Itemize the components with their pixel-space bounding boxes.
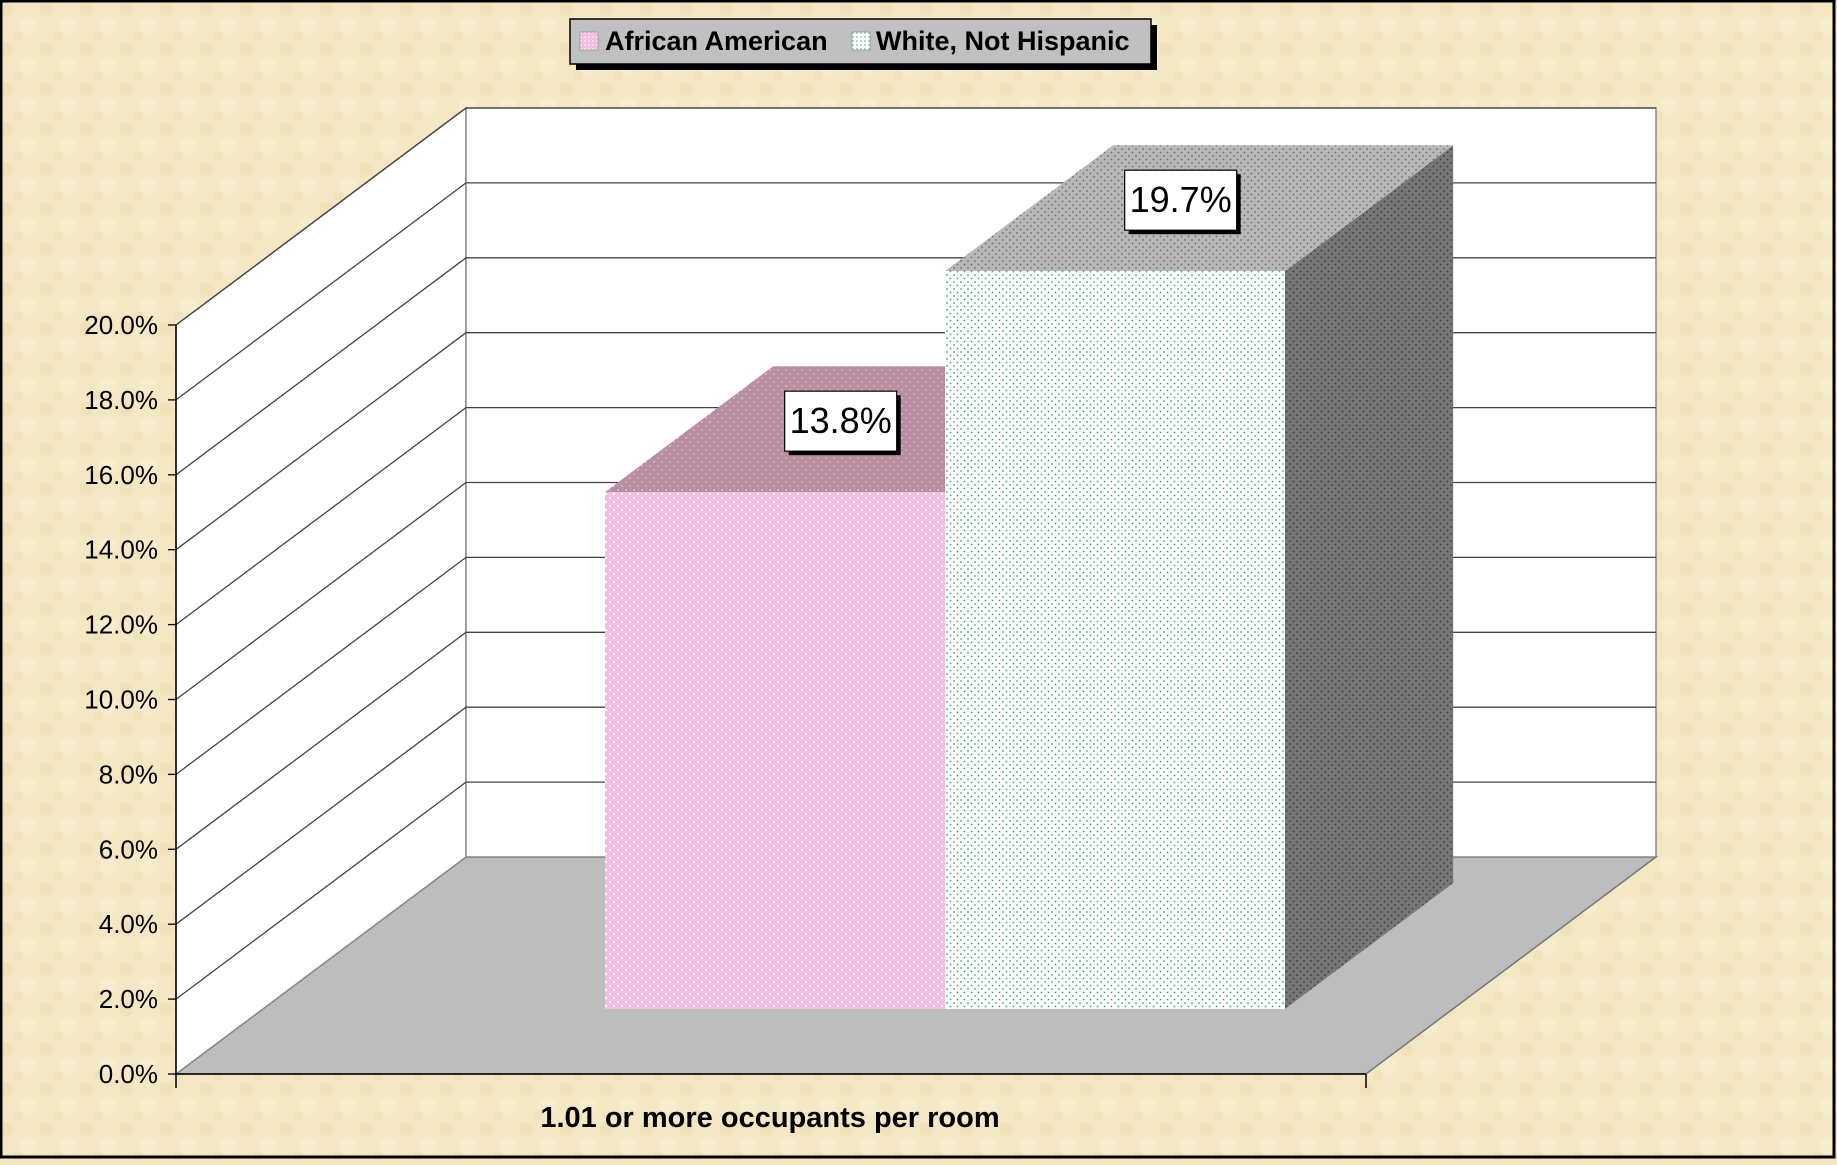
legend-swatch-white-not-hispanic <box>851 31 871 51</box>
legend-swatch-african-american <box>579 31 599 51</box>
data-label-box <box>1124 169 1238 231</box>
y-tick-label: 12.0% <box>84 610 158 640</box>
y-tick-label: 20.0% <box>84 310 158 340</box>
legend-label-white-not-hispanic: White, Not Hispanic <box>876 26 1130 56</box>
legend: African American White, Not Hispanic <box>569 18 1157 70</box>
bar-front-white-not-hispanic <box>945 271 1285 1009</box>
bars <box>605 145 1454 1009</box>
legend-label-african-american: African American <box>605 26 828 56</box>
y-tick-label: 2.0% <box>99 984 158 1014</box>
y-tick-label: 16.0% <box>84 460 158 490</box>
data-label-text: 19.7% <box>1130 179 1232 220</box>
data-label-text: 13.8% <box>790 400 892 441</box>
bar-front-african-american <box>605 492 945 1009</box>
y-tick-label: 4.0% <box>99 909 158 939</box>
y-tick-label: 18.0% <box>84 385 158 415</box>
data-labels: 13.8% 19.7% <box>784 169 1241 456</box>
y-tick-label: 10.0% <box>84 685 158 715</box>
y-tick-label: 8.0% <box>99 759 158 789</box>
data-label-box <box>784 390 898 452</box>
y-axis: 0.0% 2.0% 4.0% 6.0% 8.0% 10.0% 12.0% 14.0% 16.0%… <box>84 310 1367 1089</box>
data-label-african-american: 13.8% <box>784 390 901 456</box>
x-category-label: 1.01 or more occupants per room <box>540 1102 999 1134</box>
bar-side-white-not-hispanic <box>1285 145 1454 1009</box>
gridline <box>175 107 1656 326</box>
data-label-white-not-hispanic: 19.7% <box>1124 169 1241 235</box>
bar-white-not-hispanic <box>945 145 1454 1009</box>
y-tick-label: 6.0% <box>99 834 158 864</box>
y-tick-label: 14.0% <box>84 535 158 565</box>
y-tick-label: 0.0% <box>99 1059 158 1089</box>
